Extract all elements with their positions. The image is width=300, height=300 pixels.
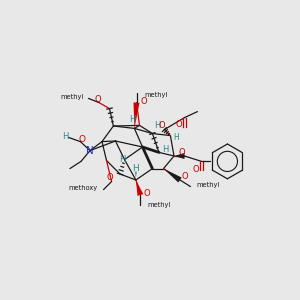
Text: H: H bbox=[133, 164, 139, 173]
Text: O: O bbox=[144, 189, 150, 198]
Text: O: O bbox=[176, 120, 182, 129]
Text: H: H bbox=[129, 116, 135, 124]
Text: H: H bbox=[173, 134, 179, 142]
Text: methoxy: methoxy bbox=[68, 185, 98, 191]
Text: H: H bbox=[119, 154, 125, 164]
Text: H: H bbox=[62, 132, 69, 141]
Polygon shape bbox=[136, 180, 143, 196]
Text: methyl: methyl bbox=[196, 182, 220, 188]
Text: O: O bbox=[181, 172, 188, 181]
Text: methyl: methyl bbox=[147, 202, 170, 208]
Text: N: N bbox=[86, 146, 94, 156]
Text: methyl: methyl bbox=[61, 94, 84, 100]
Polygon shape bbox=[164, 169, 182, 182]
Text: H: H bbox=[154, 121, 160, 130]
Text: O: O bbox=[193, 165, 200, 174]
Text: O: O bbox=[159, 122, 165, 130]
Polygon shape bbox=[134, 102, 140, 128]
Text: O: O bbox=[94, 94, 101, 103]
Text: O: O bbox=[179, 148, 185, 157]
Text: O: O bbox=[78, 135, 85, 144]
Text: methyl: methyl bbox=[144, 92, 167, 98]
Polygon shape bbox=[174, 153, 184, 159]
Text: O: O bbox=[141, 97, 147, 106]
Text: O: O bbox=[107, 173, 113, 182]
Polygon shape bbox=[135, 172, 137, 178]
Text: H: H bbox=[162, 145, 168, 154]
